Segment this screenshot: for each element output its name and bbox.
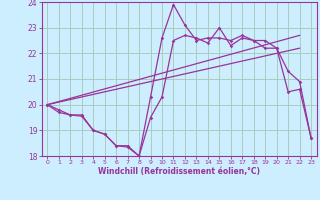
X-axis label: Windchill (Refroidissement éolien,°C): Windchill (Refroidissement éolien,°C) [98,167,260,176]
